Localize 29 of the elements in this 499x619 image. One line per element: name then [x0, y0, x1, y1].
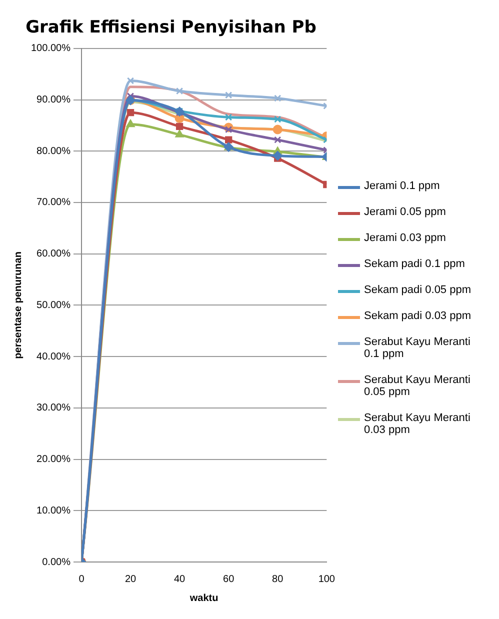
- legend-label: Serabut Kayu Meranti 0.03 ppm: [364, 412, 472, 436]
- x-tick-label: 60: [223, 574, 235, 585]
- legend-label: Sekam padi 0.1 ppm: [364, 258, 465, 270]
- y-axis-title: persentase penurunan: [12, 252, 24, 359]
- x-tick-label: 20: [124, 574, 137, 585]
- legend-label: Serabut Kayu Meranti 0.1 ppm: [364, 336, 472, 360]
- y-tick-label: 50.00%: [36, 300, 71, 311]
- y-tick-label: 60.00%: [36, 248, 71, 260]
- legend-label: Serabut Kayu Meranti 0.05 ppm: [364, 374, 472, 398]
- y-tick-label: 70.00%: [36, 197, 71, 208]
- x-axis-title: waktu: [188, 592, 218, 604]
- legend-label: Jerami 0.05 ppm: [364, 206, 446, 218]
- y-tick-label: 90.00%: [36, 94, 71, 106]
- x-tick-label: 100: [318, 574, 336, 585]
- y-tick-label: 0.00%: [42, 556, 71, 568]
- y-tick-label: 100.00%: [30, 43, 71, 54]
- x-tick-label: 40: [174, 574, 186, 585]
- y-tick-label: 10.00%: [36, 505, 71, 516]
- legend-label: Jerami 0.1 ppm: [364, 180, 440, 192]
- legend-label: Jerami 0.03 ppm: [364, 232, 446, 244]
- y-tick-label: 80.00%: [36, 146, 71, 157]
- x-tick-label: 0: [78, 574, 85, 585]
- legend-label: Sekam padi 0.03 ppm: [364, 310, 472, 322]
- y-tick-label: 40.00%: [36, 351, 71, 362]
- legend-label: Sekam padi 0.05 ppm: [364, 284, 472, 296]
- y-tick-label: 30.00%: [36, 402, 71, 414]
- y-tick-label: 20.00%: [36, 454, 71, 466]
- chart-title: Grafik Effisiensi Penyisihan Pb: [26, 18, 316, 38]
- x-tick-label: 80: [272, 574, 284, 585]
